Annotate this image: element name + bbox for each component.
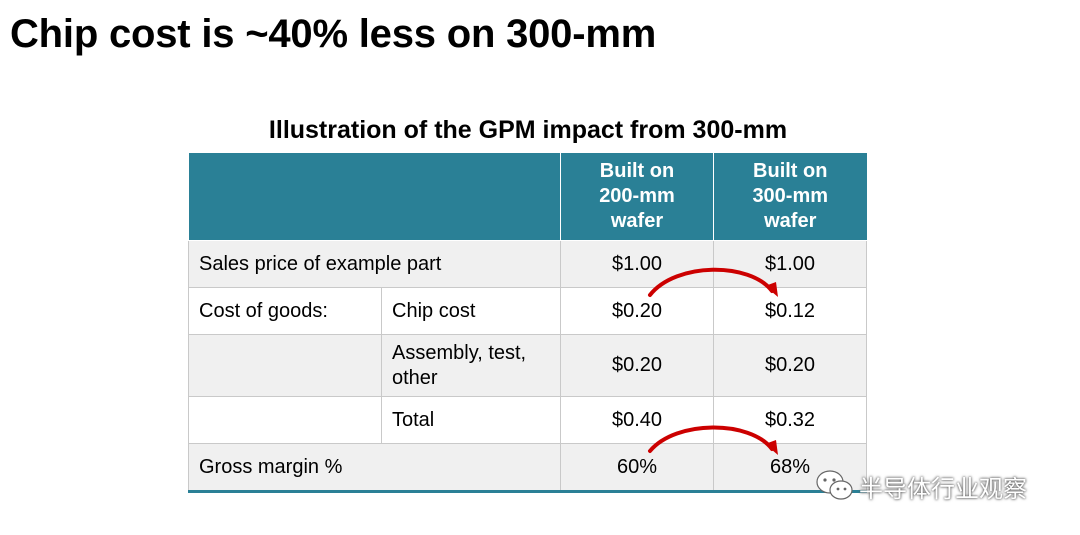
row-label: Gross margin % — [188, 443, 561, 492]
wechat-icon — [816, 470, 853, 500]
table-title: Illustration of the GPM impact from 300-… — [268, 116, 788, 144]
gpm-impact-table: Built on 200-mm wafer Built on 300-mm wa… — [188, 153, 867, 493]
row-label — [188, 334, 382, 397]
watermark-text: 半导体行业观察 — [859, 474, 1027, 503]
slide-title: Chip cost is ~40% less on 300-mm — [10, 12, 657, 56]
row-sublabel: Chip cost — [381, 287, 561, 335]
row-sublabel: Total — [381, 396, 561, 444]
header-blank-cell — [188, 153, 561, 241]
watermark: 半导体行业观察 — [815, 468, 1027, 504]
value-200mm: 60% — [560, 443, 714, 492]
row-label: Sales price of example part — [188, 240, 561, 288]
value-200mm: $0.40 — [560, 396, 714, 444]
value-200mm: $1.00 — [560, 240, 714, 288]
table-header-row: Built on 200-mm wafer Built on 300-mm wa… — [188, 153, 867, 241]
value-300mm: $0.20 — [713, 334, 867, 397]
row-sublabel: Assembly, test, other — [381, 334, 561, 397]
row-label — [188, 396, 382, 444]
table-row-gross-margin: Gross margin % 60% 68% — [188, 443, 867, 492]
value-300mm: $1.00 — [713, 240, 867, 288]
header-300mm: Built on 300-mm wafer — [713, 153, 867, 241]
table-row-assembly: Assembly, test, other $0.20 $0.20 — [188, 334, 867, 397]
row-label: Cost of goods: — [188, 287, 382, 335]
value-300mm: $0.32 — [713, 396, 867, 444]
value-200mm: $0.20 — [560, 334, 714, 397]
table-row-chip-cost: Cost of goods: Chip cost $0.20 $0.12 — [188, 287, 867, 335]
header-200mm: Built on 200-mm wafer — [560, 153, 714, 241]
value-300mm: $0.12 — [713, 287, 867, 335]
table-row-sales-price: Sales price of example part $1.00 $1.00 — [188, 240, 867, 288]
table-row-total: Total $0.40 $0.32 — [188, 396, 867, 444]
value-200mm: $0.20 — [560, 287, 714, 335]
